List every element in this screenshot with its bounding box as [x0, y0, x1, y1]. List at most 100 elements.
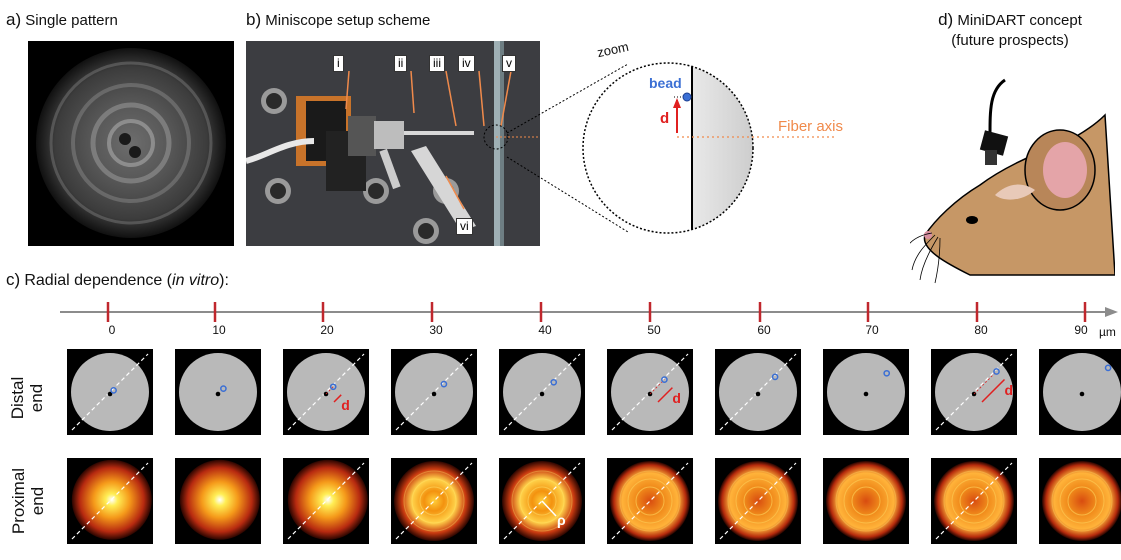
- fiber-center-dot: [431, 391, 437, 397]
- bead-marker: [110, 387, 117, 394]
- row-label-distal: Distal end: [8, 363, 46, 433]
- fiber-center-dot: [863, 391, 869, 397]
- row-label-proximal-line2: end: [28, 486, 47, 516]
- label-iv: iv: [458, 55, 475, 72]
- proximal-cell-0: [67, 458, 153, 544]
- bead-marker: [771, 373, 779, 381]
- distal-cell-0: [67, 349, 153, 435]
- label-iii: iii: [429, 55, 445, 72]
- d-label-zoom: d: [660, 110, 670, 127]
- diagonal-line: [611, 462, 689, 540]
- proximal-cell-30: [391, 458, 477, 544]
- diagonal-line: [71, 353, 149, 431]
- speckle-pattern: [179, 459, 260, 540]
- panel-c-title-italic: in vitro: [172, 272, 220, 289]
- proximal-cell-40: ρ: [499, 458, 585, 544]
- diagonal-line: [503, 462, 581, 540]
- panel-b-title: b) Miniscope setup scheme: [246, 10, 430, 30]
- bead-marker: [440, 380, 448, 388]
- axis-tick-label-60: 60: [757, 323, 771, 337]
- panel-a-title: a) Single pattern: [6, 10, 118, 30]
- proximal-cell-70: [823, 458, 909, 544]
- panel-c-letter: c): [6, 270, 21, 289]
- diagonal-line: [395, 353, 473, 431]
- proximal-cell-90: [1039, 458, 1121, 544]
- distal-cell-10: [175, 349, 261, 435]
- fiber-axis-label: Fiber axis: [778, 118, 844, 135]
- axis-tick-label-20: 20: [320, 323, 334, 337]
- speckle-pattern: [610, 461, 690, 541]
- diagonal-line: [719, 353, 797, 431]
- proximal-cell-20: [283, 458, 369, 544]
- bead-marker: [661, 376, 668, 383]
- bead-marker: [329, 383, 337, 391]
- diagonal-line: [503, 353, 581, 431]
- panel-d-title: d) MiniDART concept (future prospects): [900, 10, 1120, 51]
- row-label-distal-line2: end: [27, 383, 46, 413]
- panel-d-title-line2: (future prospects): [951, 32, 1069, 49]
- bead-marker: [993, 368, 1000, 375]
- row-label-proximal: Proximal end: [9, 463, 47, 539]
- label-v: v: [502, 55, 516, 72]
- axis-tick-label-40: 40: [538, 323, 552, 337]
- axis-tick-label-0: 0: [108, 323, 116, 337]
- distal-cell-90: [1039, 349, 1121, 435]
- distal-cell-70: [823, 349, 909, 435]
- axis-tick-label-30: 30: [429, 323, 443, 337]
- fiber-center-dot: [107, 391, 113, 397]
- mouse-illustration: [910, 78, 1115, 284]
- panel-b-title-text: Miniscope setup scheme: [265, 12, 431, 29]
- distal-cell-80: d: [931, 349, 1017, 435]
- axis-tick-label-70: 70: [865, 323, 879, 337]
- diagonal-line: [935, 462, 1013, 540]
- distal-cell-20: d: [283, 349, 369, 435]
- panel-a-title-text: Single pattern: [25, 12, 118, 29]
- proximal-cell-80: [931, 458, 1017, 544]
- bead-marker: [883, 369, 891, 377]
- distance-d-label: d: [341, 396, 350, 413]
- axis-tick-label-50: 50: [647, 323, 661, 337]
- panel-c-title: c) Radial dependence (in vitro):: [6, 270, 229, 290]
- panel-b-letter: b): [246, 10, 262, 29]
- proximal-cell-50: [607, 458, 693, 544]
- fiber-center-dot: [539, 391, 545, 397]
- bead-marker: [220, 385, 227, 392]
- speckle-pattern: [1042, 461, 1121, 541]
- single-pattern-image: [28, 41, 234, 246]
- axis-tick-label-80: 80: [974, 323, 988, 337]
- row-label-distal-line1: Distal: [8, 376, 27, 420]
- speckle-pattern: [394, 461, 474, 541]
- distal-cell-40: [499, 349, 585, 435]
- distal-cell-30: [391, 349, 477, 435]
- rho-label: ρ: [557, 512, 566, 528]
- distance-axis: [60, 302, 1118, 322]
- row-label-proximal-line1: Proximal: [9, 467, 28, 535]
- diagonal-line: [287, 462, 365, 540]
- fiber-center-dot: [755, 391, 761, 397]
- panel-d-title-line1: MiniDART concept: [957, 12, 1082, 29]
- label-i: i: [333, 55, 344, 72]
- diagonal-line: [611, 353, 689, 431]
- label-ii: ii: [394, 55, 408, 72]
- panel-c-title-prefix: Radial dependence (: [24, 272, 173, 289]
- diagonal-line: [395, 462, 473, 540]
- proximal-cell-60: [715, 458, 801, 544]
- distance-d-label: d: [672, 389, 681, 406]
- diagonal-line: [71, 462, 149, 540]
- bead-label: bead: [649, 75, 682, 91]
- distal-cell-50: d: [607, 349, 693, 435]
- diagonal-line: [935, 353, 1013, 431]
- diagonal-line: [287, 353, 365, 431]
- speckle-pattern: [934, 461, 1014, 541]
- fiber-center-dot: [1079, 391, 1085, 397]
- axis-unit: µm: [1099, 325, 1116, 339]
- speckle-pattern: [826, 461, 906, 541]
- speckle-pattern: [718, 461, 798, 541]
- zoom-inset: [506, 62, 835, 234]
- bead-marker: [550, 378, 558, 386]
- proximal-cell-10: [175, 458, 261, 544]
- axis-tick-label-10: 10: [212, 323, 226, 337]
- miniscope-photo: i ii iii iv v vi: [246, 41, 540, 246]
- bead-marker: [1104, 364, 1112, 372]
- diagonal-line: [719, 462, 797, 540]
